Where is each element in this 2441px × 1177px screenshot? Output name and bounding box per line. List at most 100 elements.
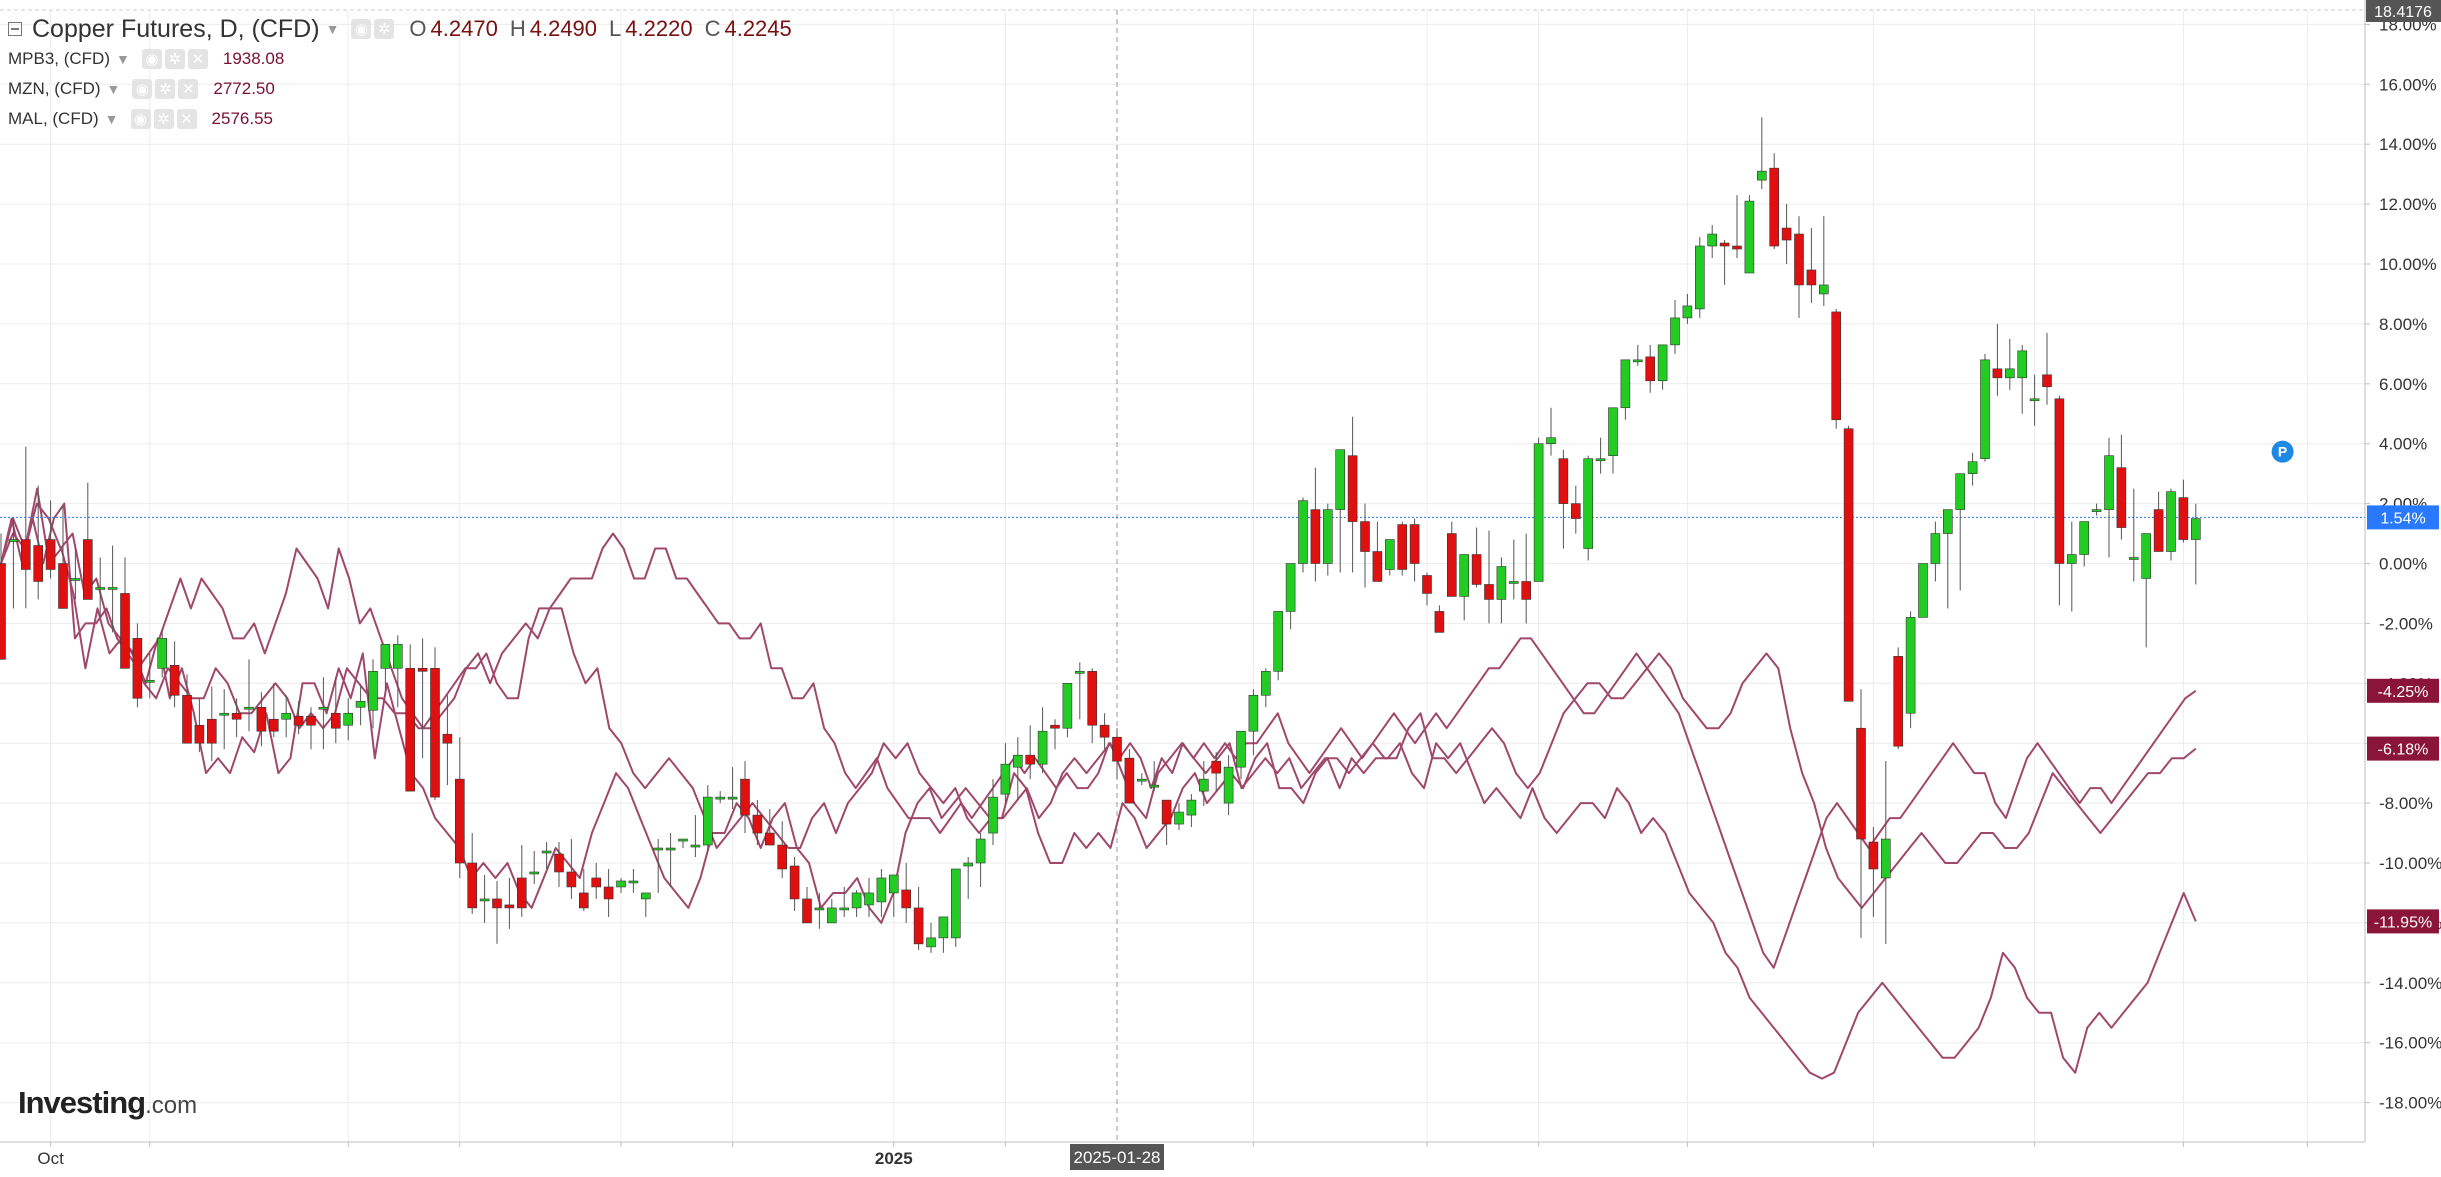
chevron-down-icon[interactable]: ▼	[104, 111, 119, 127]
candle-up[interactable]	[2029, 398, 2040, 402]
candle-down[interactable]	[1161, 799, 1172, 825]
candle-up[interactable]	[665, 847, 676, 851]
candle-up[interactable]	[1223, 766, 1234, 804]
candle-up[interactable]	[392, 644, 403, 669]
candle-up[interactable]	[219, 712, 229, 716]
candle-down[interactable]	[2178, 497, 2189, 540]
settings-icon[interactable]: ✲	[374, 19, 395, 39]
series-line-mpb3[interactable]	[0, 487, 2197, 1080]
overlay-symbol-name[interactable]: MZN, (CFD)	[8, 79, 101, 98]
candle-up[interactable]	[1682, 305, 1693, 319]
candle-up[interactable]	[281, 712, 292, 720]
candle-up[interactable]	[1248, 694, 1259, 732]
candle-up[interactable]	[2129, 557, 2139, 560]
candle-down[interactable]	[901, 889, 912, 909]
candle-down[interactable]	[268, 718, 279, 732]
candle-down[interactable]	[442, 733, 453, 744]
candle-down[interactable]	[1087, 671, 1097, 726]
candle-up[interactable]	[1695, 245, 1705, 310]
visibility-icon[interactable]: ◉	[132, 79, 153, 99]
candle-up[interactable]	[1285, 563, 1296, 612]
candle-down[interactable]	[740, 778, 750, 816]
candle-up[interactable]	[1620, 359, 1631, 409]
candle-up[interactable]	[1199, 778, 1209, 792]
candle-up[interactable]	[2017, 350, 2027, 379]
close-icon[interactable]: ✕	[187, 49, 208, 69]
candle-up[interactable]	[851, 892, 862, 909]
candle-up[interactable]	[1881, 838, 1891, 879]
candle-down[interactable]	[764, 832, 775, 846]
candle-down[interactable]	[1794, 233, 1804, 286]
candle-down[interactable]	[1868, 841, 1879, 870]
candle-down[interactable]	[789, 865, 800, 900]
candle-down[interactable]	[1447, 533, 1457, 597]
candle-down[interactable]	[603, 886, 614, 900]
candle-down[interactable]	[20, 539, 31, 570]
candle-down[interactable]	[578, 892, 589, 909]
candle-down[interactable]	[1409, 524, 1420, 564]
candle-up[interactable]	[988, 796, 998, 834]
candle-up[interactable]	[814, 907, 825, 911]
candle-up[interactable]	[529, 871, 540, 875]
candle-up[interactable]	[95, 587, 105, 590]
candle-up[interactable]	[1533, 443, 1544, 582]
candle-up[interactable]	[1905, 617, 1916, 714]
candle-up[interactable]	[1633, 359, 1643, 363]
candle-up[interactable]	[107, 587, 118, 590]
candle-up[interactable]	[727, 796, 738, 800]
candle-up[interactable]	[1273, 611, 1283, 672]
candle-up[interactable]	[1186, 799, 1197, 816]
candle-down[interactable]	[207, 718, 217, 744]
candle-up[interactable]	[1385, 539, 1395, 570]
candle-down[interactable]	[1124, 757, 1135, 804]
candle-down[interactable]	[430, 668, 440, 798]
candle-up[interactable]	[2191, 518, 2201, 540]
candle-down[interactable]	[591, 877, 602, 888]
candle-up[interactable]	[975, 838, 986, 864]
chevron-down-icon[interactable]: ▼	[106, 81, 121, 97]
candle-up[interactable]	[145, 680, 155, 683]
candle-up[interactable]	[1967, 461, 1978, 474]
candle-down[interactable]	[1422, 575, 1432, 594]
candle-down[interactable]	[1719, 242, 1730, 247]
candle-down[interactable]	[306, 715, 316, 726]
series-line-mal[interactable]	[0, 502, 2197, 969]
candle-up[interactable]	[1707, 233, 1717, 247]
candle-up[interactable]	[1496, 566, 1507, 600]
candle-down[interactable]	[293, 715, 304, 726]
candle-down[interactable]	[1434, 611, 1445, 633]
candle-up[interactable]	[1298, 500, 1308, 564]
candle-up[interactable]	[368, 671, 378, 711]
candle-up[interactable]	[839, 907, 850, 911]
legend-overlay-row[interactable]: MPB3, (CFD) ▼ ◉ ✲ ✕ 1938.08	[8, 44, 792, 74]
close-icon[interactable]: ✕	[176, 109, 197, 129]
candle-down[interactable]	[45, 539, 56, 570]
candle-up[interactable]	[2104, 455, 2114, 510]
candle-up[interactable]	[963, 862, 974, 867]
candle-down[interactable]	[1397, 524, 1407, 570]
candle-up[interactable]	[8, 539, 19, 542]
candle-down[interactable]	[2116, 467, 2127, 528]
candle-down[interactable]	[1050, 724, 1060, 729]
candle-up[interactable]	[715, 796, 726, 800]
visibility-icon[interactable]: ◉	[130, 109, 151, 129]
candle-down[interactable]	[1843, 428, 1854, 702]
candle-down[interactable]	[1521, 581, 1531, 600]
candle-up[interactable]	[2005, 368, 2015, 379]
series-line-mzn[interactable]	[0, 502, 2197, 909]
candle-down[interactable]	[1372, 551, 1383, 582]
candle-up[interactable]	[1943, 509, 1953, 534]
candle-up[interactable]	[2067, 554, 2077, 564]
candle-up[interactable]	[1955, 473, 1965, 510]
candle-up[interactable]	[1509, 581, 1519, 584]
candle-down[interactable]	[83, 539, 93, 600]
candle-up[interactable]	[678, 838, 688, 842]
candle-down[interactable]	[1360, 521, 1370, 552]
candle-down[interactable]	[132, 638, 143, 699]
candle-down[interactable]	[1769, 167, 1779, 247]
candle-up[interactable]	[2141, 533, 2151, 579]
candle-down[interactable]	[504, 904, 515, 909]
candle-up[interactable]	[380, 644, 391, 669]
candle-up[interactable]	[70, 578, 81, 581]
